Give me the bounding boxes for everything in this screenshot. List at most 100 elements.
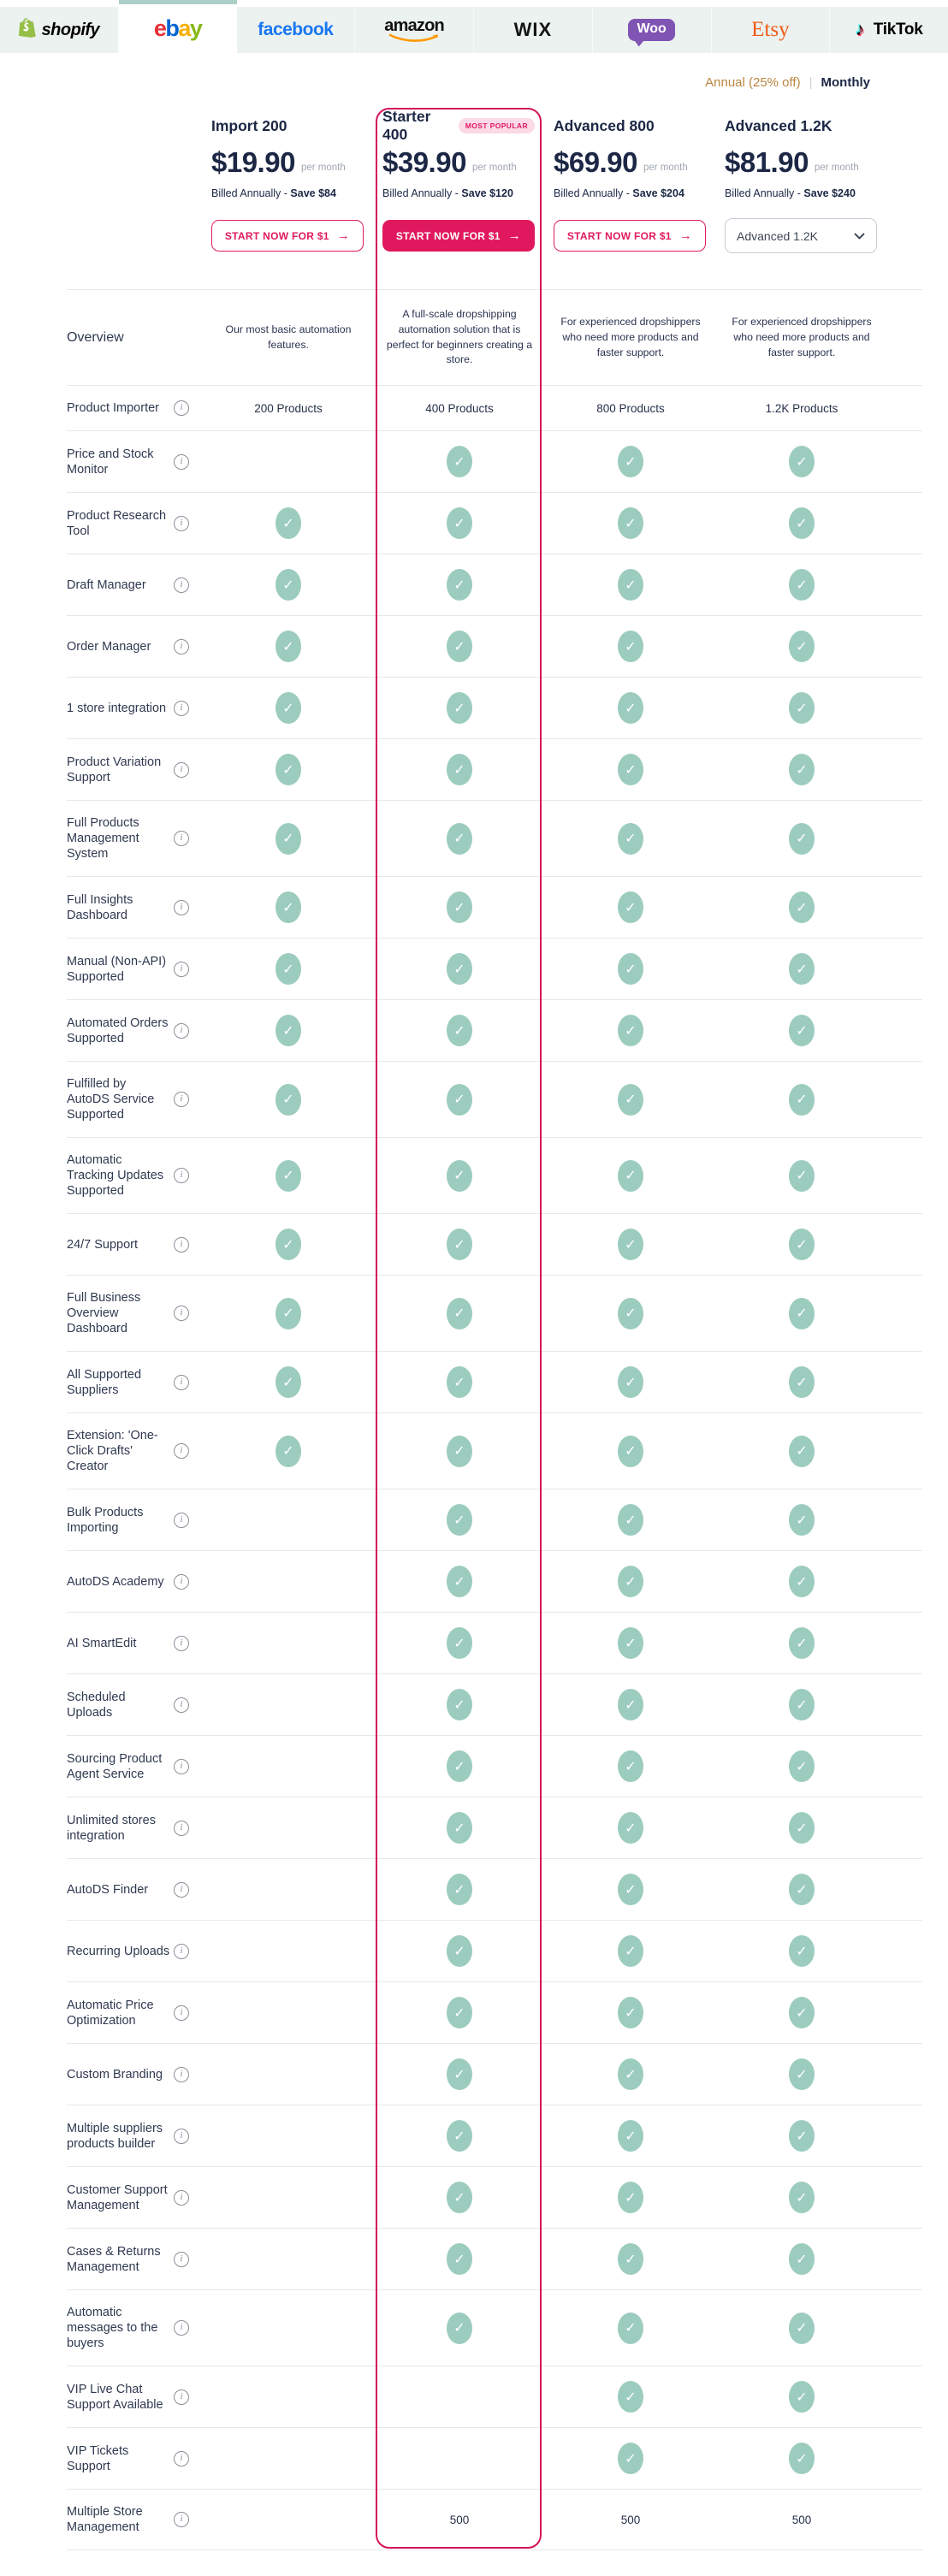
cell-advanced-800: ✓: [545, 1566, 716, 1598]
info-icon[interactable]: i: [174, 1512, 189, 1528]
check-icon: ✓: [276, 1366, 301, 1399]
info-icon[interactable]: i: [174, 1092, 189, 1108]
info-icon[interactable]: i: [174, 1236, 189, 1252]
info-icon[interactable]: i: [174, 1443, 189, 1460]
feature-label: Customer Support Management: [67, 2182, 168, 2212]
cell-starter-400: ✓: [374, 1627, 545, 1660]
cell-advanced-800: ✓: [545, 1297, 716, 1329]
check-icon: ✓: [618, 1015, 643, 1047]
feature-label: Full Products Management System: [67, 816, 139, 862]
cell-advanced-800: ✓: [545, 1874, 716, 1906]
cell-advanced-800: ✓: [545, 2443, 716, 2475]
check-icon: ✓: [618, 1627, 643, 1660]
cell-advanced-1-2k: ✓: [716, 1997, 887, 2029]
plan-name: Import 200: [211, 116, 287, 134]
info-icon[interactable]: i: [174, 1758, 189, 1774]
plan-billed-line: Billed Annually - Save $120: [382, 187, 513, 199]
info-icon[interactable]: i: [174, 515, 189, 531]
check-icon: ✓: [789, 1159, 815, 1192]
info-icon[interactable]: i: [174, 1374, 189, 1390]
feature-label: Automatic Tracking Updates Supported: [67, 1153, 164, 1199]
facebook-logo-text: facebook: [258, 20, 334, 39]
plan-billed-line: Billed Annually - Save $84: [211, 187, 336, 199]
check-icon: ✓: [447, 1750, 472, 1783]
info-icon[interactable]: i: [174, 961, 189, 977]
info-icon[interactable]: i: [174, 700, 189, 716]
info-icon[interactable]: i: [174, 1022, 189, 1039]
feature-label: Draft Manager: [67, 577, 146, 592]
cell-advanced-800: ✓: [545, 569, 716, 601]
table-row: Manual (Non-API) Supported i ✓ ✓ ✓ ✓: [67, 939, 922, 1001]
check-icon: ✓: [447, 822, 472, 855]
feature-label: Custom Branding: [67, 2067, 163, 2082]
tab-amazon[interactable]: amazon: [355, 7, 474, 53]
plan-price: $19.90: [211, 146, 295, 178]
check-icon: ✓: [789, 1627, 815, 1660]
check-icon: ✓: [447, 1015, 472, 1047]
info-icon[interactable]: i: [174, 761, 189, 778]
check-icon: ✓: [447, 1566, 472, 1598]
billing-monthly-option[interactable]: Monthly: [821, 75, 871, 90]
info-icon[interactable]: i: [174, 638, 189, 654]
cell-advanced-1-2k: ✓: [716, 1159, 887, 1192]
info-icon[interactable]: i: [174, 577, 189, 593]
info-icon[interactable]: i: [174, 2128, 189, 2144]
info-icon[interactable]: i: [174, 831, 189, 847]
info-icon[interactable]: i: [174, 2389, 189, 2405]
info-icon[interactable]: i: [174, 2450, 189, 2466]
info-icon[interactable]: i: [174, 400, 189, 417]
cell-advanced-1-2k: ✓: [716, 2182, 887, 2214]
info-icon[interactable]: i: [174, 1697, 189, 1713]
tab-shopify[interactable]: shopify: [0, 7, 119, 53]
most-popular-badge: MOST POPULAR: [458, 118, 535, 133]
table-row: AutoDS Academy i ✓ ✓ ✓: [67, 1551, 922, 1614]
billing-annual-option[interactable]: Annual (25% off): [705, 75, 801, 90]
info-icon[interactable]: i: [174, 2512, 189, 2528]
info-icon[interactable]: i: [174, 1820, 189, 1836]
tab-woocommerce[interactable]: Woo: [592, 7, 712, 53]
start-now-button-advanced-800[interactable]: START NOW FOR $1 →: [554, 220, 706, 252]
tab-ebay[interactable]: ebay: [118, 0, 237, 53]
cell-import-200: ✓: [203, 953, 374, 986]
plan-save-amount: Save $240: [803, 187, 856, 199]
info-icon[interactable]: i: [174, 453, 189, 470]
plan-dropdown-advanced-1-2k[interactable]: Advanced 1.2K: [725, 218, 877, 253]
check-icon: ✓: [618, 2182, 643, 2214]
info-icon[interactable]: i: [174, 1306, 189, 1322]
cell-starter-400: ✓: [374, 631, 545, 663]
tab-etsy[interactable]: Etsy: [711, 7, 831, 53]
cell-advanced-1-2k: ✓: [716, 1297, 887, 1329]
start-now-button-starter-400[interactable]: START NOW FOR $1 →: [382, 220, 535, 252]
cell-import-200: ✓: [203, 1297, 374, 1329]
info-icon[interactable]: i: [174, 1881, 189, 1898]
info-icon[interactable]: i: [174, 2251, 189, 2267]
tab-wix[interactable]: WIX: [474, 7, 593, 53]
cell-advanced-1-2k: ✓: [716, 891, 887, 924]
feature-label: VIP Live Chat Support Available: [67, 2382, 163, 2412]
cell-starter-400: ✓: [374, 1366, 545, 1399]
info-icon[interactable]: i: [174, 899, 189, 915]
cell-advanced-800: ✓: [545, 446, 716, 478]
info-icon[interactable]: i: [174, 2066, 189, 2082]
info-icon[interactable]: i: [174, 2005, 189, 2021]
woo-logo-badge: Woo: [628, 19, 675, 41]
cell-advanced-800: ✓: [545, 1935, 716, 1968]
check-icon: ✓: [789, 2182, 815, 2214]
start-now-button-import-200[interactable]: START NOW FOR $1 →: [211, 220, 364, 252]
info-icon[interactable]: i: [174, 2189, 189, 2206]
info-icon[interactable]: i: [174, 1168, 189, 1184]
info-icon[interactable]: i: [174, 1573, 189, 1590]
check-icon: ✓: [447, 754, 472, 786]
check-icon: ✓: [447, 1229, 472, 1261]
check-icon: ✓: [447, 2058, 472, 2091]
info-icon[interactable]: i: [174, 2320, 189, 2336]
cell-advanced-1-2k: ✓: [716, 1504, 887, 1537]
tab-facebook[interactable]: facebook: [236, 7, 356, 53]
table-row: Full Products Management System i ✓ ✓ ✓ …: [67, 801, 922, 878]
check-icon: ✓: [789, 2381, 815, 2413]
info-icon[interactable]: i: [174, 1635, 189, 1651]
cell-advanced-800: ✓: [545, 953, 716, 986]
info-icon[interactable]: i: [174, 1943, 189, 1959]
overview-label: Overview: [67, 329, 124, 345]
tab-tiktok[interactable]: ♪ ♪ ♪ TikTok: [830, 7, 948, 53]
